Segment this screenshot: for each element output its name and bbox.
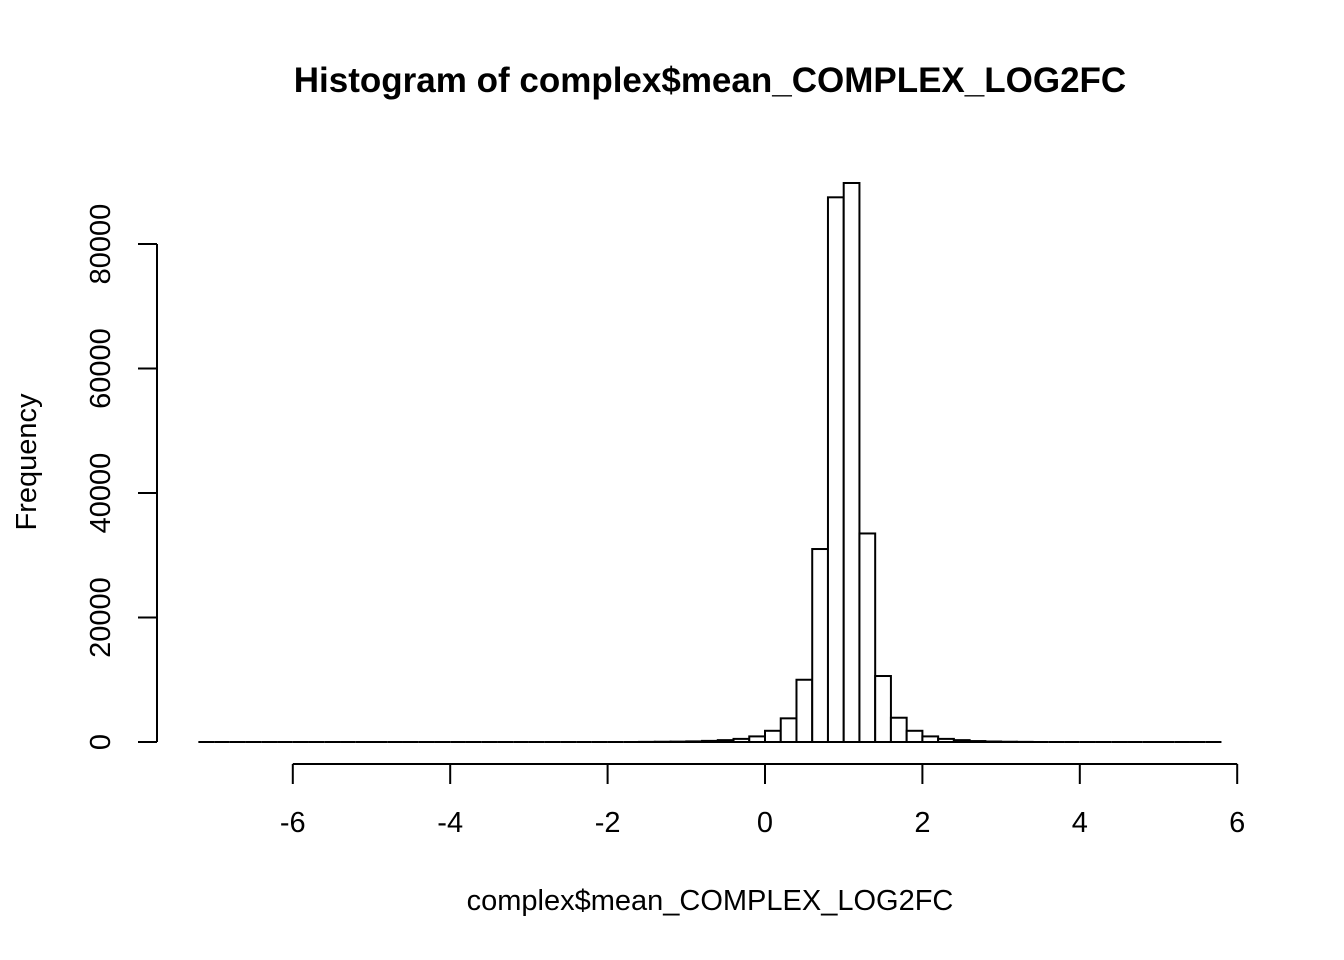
histogram-bars [198,181,1222,744]
x-tick-label: -6 [280,807,306,839]
histogram-bar [748,735,767,744]
x-axis-label: complex$mean_COMPLEX_LOG2FC [467,885,954,917]
y-tick-label: 80000 [85,204,117,285]
histogram-bar [858,532,877,744]
histogram-bar [952,739,971,744]
histogram-bar [921,735,940,744]
histogram-bar [764,729,782,743]
histogram-bar [732,737,751,744]
y-tick-label: 20000 [85,577,117,658]
y-tick-label: 0 [85,734,117,750]
histogram-bar [874,675,892,744]
histogram-bar [811,548,829,744]
histogram-bar [842,181,861,743]
histogram-bar [826,196,845,743]
histogram-bar [795,678,814,743]
x-axis: -6 -4 -2 0 2 4 6 [280,763,1245,839]
chart-title: Histogram of complex$mean_COMPLEX_LOG2FC [294,61,1126,100]
y-axis-label: Frequency [11,393,43,531]
histogram-bar [889,716,908,743]
histogram-bar [968,740,987,743]
x-tick-label: 4 [1072,807,1088,839]
x-tick-label: -4 [437,807,463,839]
y-tick-label: 60000 [85,328,117,409]
x-tick-label: 6 [1229,807,1245,839]
histogram-bar [685,740,704,744]
histogram-bar [905,729,924,743]
histogram-bar [701,739,719,744]
x-tick-label: -2 [595,807,621,839]
histogram-bar [779,717,798,743]
x-tick-label: 2 [914,807,930,839]
y-tick-label: 40000 [85,453,117,534]
x-tick-label: 0 [757,807,773,839]
y-axis: 0 20000 40000 60000 80000 [85,204,158,750]
histogram-bar [716,739,735,744]
histogram-bar [937,737,955,744]
